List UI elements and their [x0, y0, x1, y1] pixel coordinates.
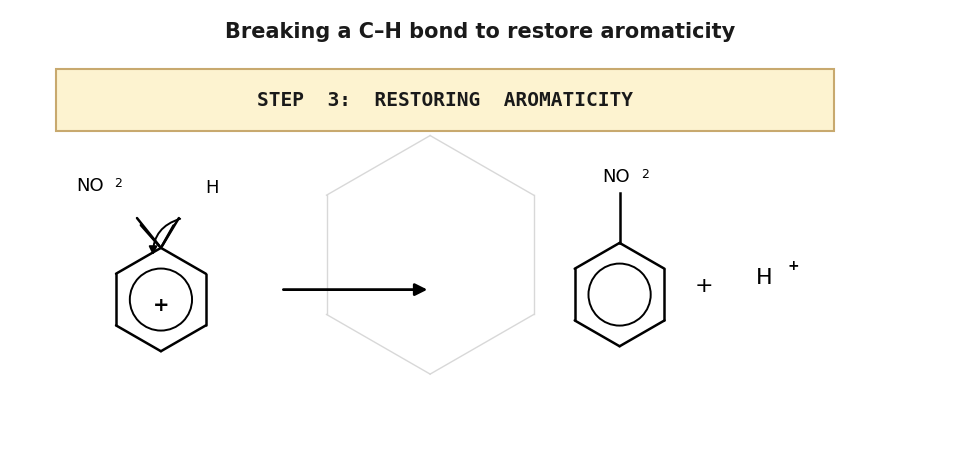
Text: +: +: [153, 295, 169, 314]
Text: NO: NO: [602, 168, 630, 186]
FancyBboxPatch shape: [57, 70, 834, 131]
Text: +: +: [695, 275, 713, 295]
Text: 2: 2: [641, 168, 649, 181]
Text: STEP  3:  RESTORING  AROMATICITY: STEP 3: RESTORING AROMATICITY: [257, 91, 633, 110]
Text: H: H: [756, 267, 773, 287]
Text: H: H: [204, 179, 218, 197]
Text: Breaking a C–H bond to restore aromaticity: Breaking a C–H bond to restore aromatici…: [225, 22, 735, 42]
Text: +: +: [787, 258, 799, 272]
Text: NO: NO: [77, 177, 104, 195]
Text: 2: 2: [114, 177, 122, 190]
